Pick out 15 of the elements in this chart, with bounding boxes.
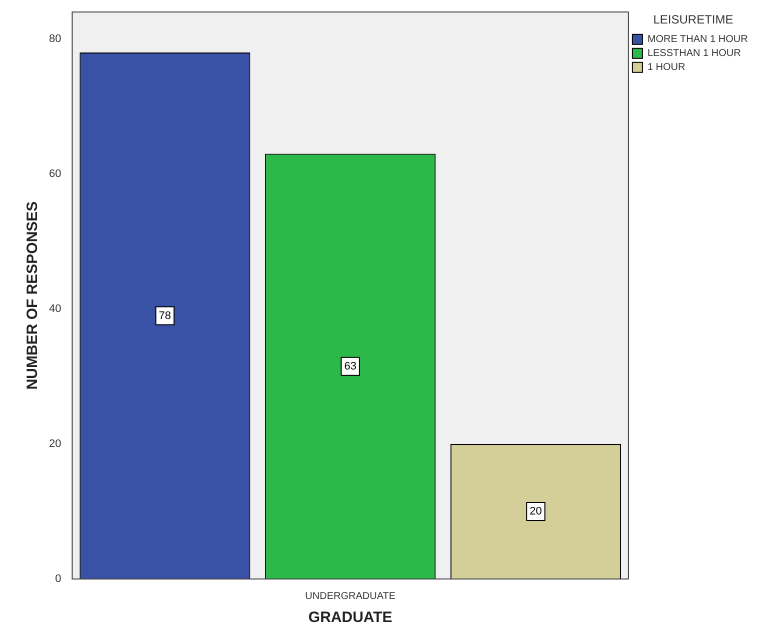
- y-tick-label: 20: [48, 438, 62, 450]
- y-tick-label: 40: [48, 303, 62, 316]
- y-axis-title: NUMBER OF RESPONSES: [24, 201, 42, 390]
- legend-title: LEISURETIME: [653, 12, 734, 26]
- x-tick-label: UNDERGRADUATE: [305, 590, 396, 602]
- legend-label: 1 HOUR: [647, 62, 686, 74]
- x-axis-title: GRADUATE: [308, 609, 392, 626]
- data-label: 78: [158, 310, 172, 322]
- data-label: 20: [530, 506, 542, 518]
- data-label: 63: [344, 360, 356, 372]
- y-tick-label: 80: [48, 33, 62, 46]
- y-tick-label: 0: [55, 573, 62, 586]
- legend-label: MORE THAN 1 HOUR: [647, 34, 748, 46]
- legend-label: LESSTHAN 1 HOUR: [647, 48, 741, 60]
- y-tick-label: 60: [48, 168, 62, 180]
